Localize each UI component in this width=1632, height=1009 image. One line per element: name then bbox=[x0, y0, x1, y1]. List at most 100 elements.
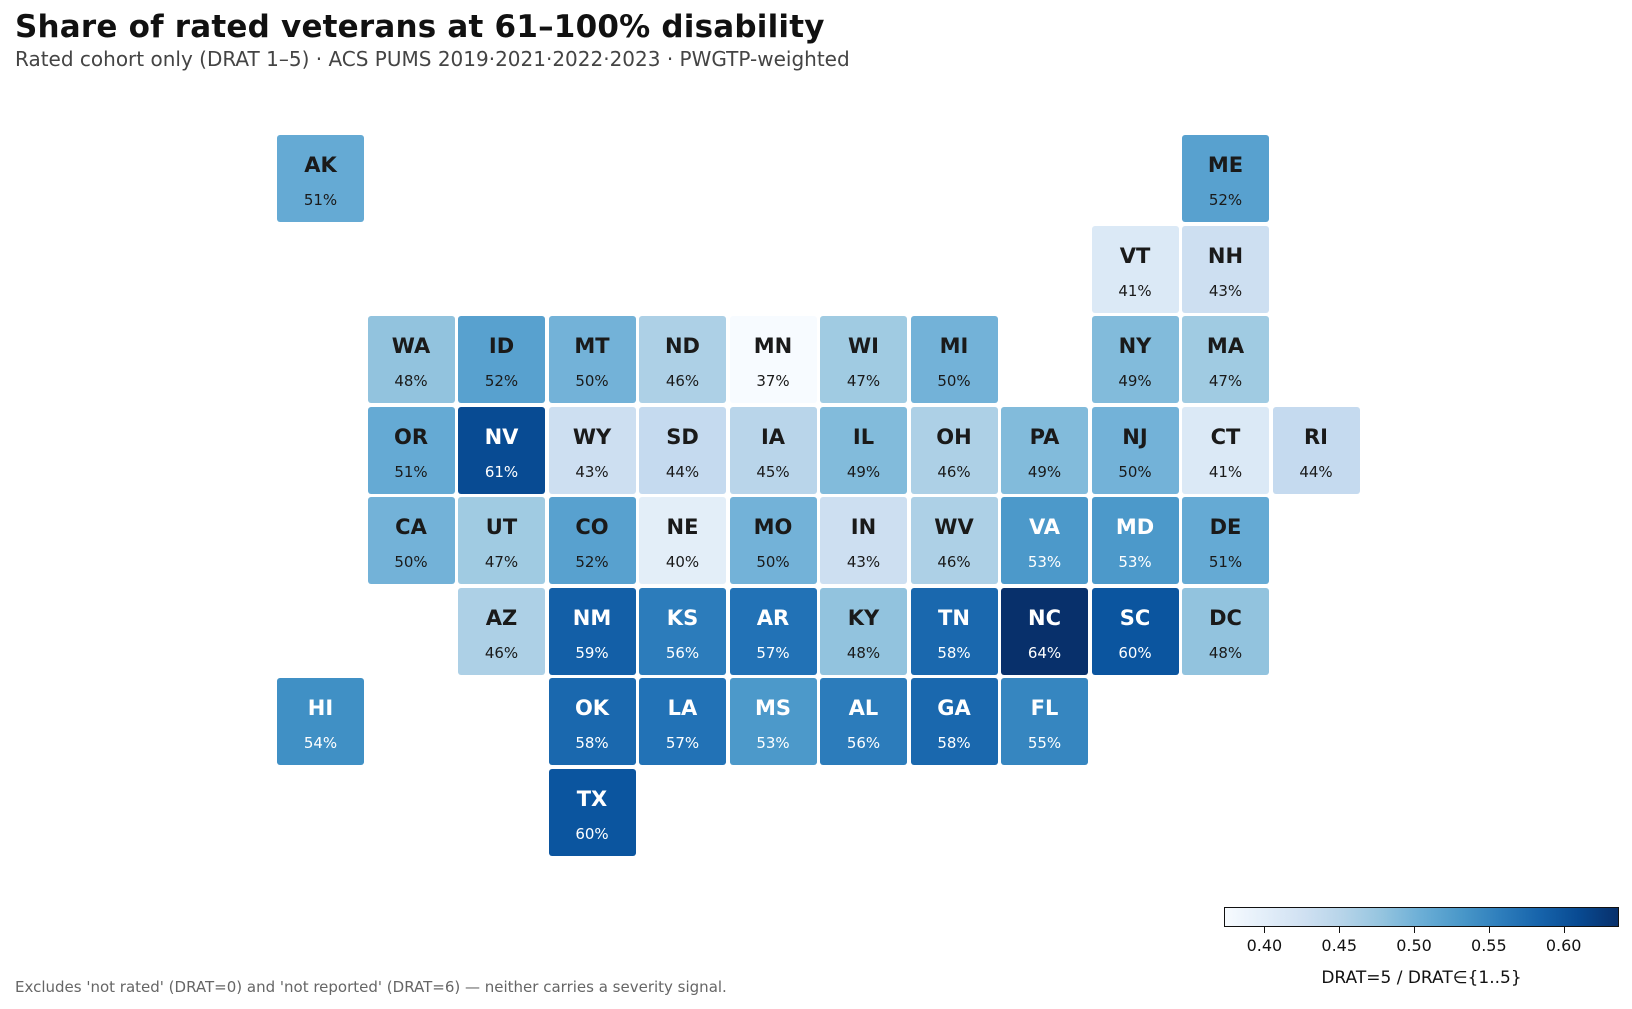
state-pct: 47% bbox=[1208, 372, 1243, 390]
state-tile-ca: CA 50% bbox=[367, 497, 455, 584]
colorbar-tick-mark bbox=[1414, 927, 1416, 933]
colorbar-tick-label: 0.55 bbox=[1471, 936, 1507, 955]
state-abbr: MO bbox=[753, 515, 793, 539]
state-pct: 56% bbox=[846, 734, 881, 752]
state-abbr: AL bbox=[848, 696, 879, 720]
chart-subtitle: Rated cohort only (DRAT 1–5) · ACS PUMS … bbox=[15, 47, 850, 71]
state-pct: 43% bbox=[1208, 281, 1243, 300]
state-pct: 44% bbox=[665, 462, 700, 481]
state-pct: 44% bbox=[1299, 462, 1333, 481]
state-abbr: NC bbox=[1028, 605, 1061, 630]
state-tile-il: IL 49% bbox=[820, 406, 907, 494]
state-abbr: ME bbox=[1207, 153, 1244, 177]
state-pct: 52% bbox=[575, 553, 609, 571]
state-tile-tn: TN 58% bbox=[910, 587, 998, 675]
state-pct: 50% bbox=[575, 372, 609, 390]
state-tile-ia: IA 45% bbox=[729, 406, 817, 494]
state-pct: 48% bbox=[846, 643, 881, 662]
state-abbr: AZ bbox=[485, 605, 518, 630]
state-pct: 41% bbox=[1118, 281, 1152, 300]
state-pct: 53% bbox=[756, 734, 790, 752]
state-tile-ut: UT 47% bbox=[458, 497, 545, 584]
state-pct: 61% bbox=[484, 462, 519, 481]
state-pct: 51% bbox=[303, 191, 338, 209]
colorbar-label: DRAT=5 / DRAT∈{1..5} bbox=[1321, 968, 1522, 988]
state-pct: 58% bbox=[937, 643, 971, 662]
state-abbr: KY bbox=[847, 605, 880, 630]
state-tile-ny: NY 49% bbox=[1091, 316, 1179, 403]
state-tile-fl: FL 55% bbox=[1001, 678, 1088, 765]
state-abbr: CT bbox=[1210, 424, 1241, 449]
state-pct: 58% bbox=[937, 734, 971, 752]
state-tile-tx: TX 60% bbox=[548, 768, 636, 856]
state-pct: 64% bbox=[1027, 643, 1062, 662]
state-abbr: WA bbox=[391, 334, 431, 358]
state-pct: 50% bbox=[1118, 462, 1152, 481]
state-tile-ct: CT 41% bbox=[1182, 406, 1269, 494]
state-pct: 58% bbox=[575, 734, 609, 752]
state-tile-wy: WY 43% bbox=[548, 406, 636, 494]
state-tile-la: LA 57% bbox=[639, 678, 726, 765]
state-pct: 40% bbox=[665, 553, 700, 571]
colorbar-tick-mark bbox=[1264, 927, 1266, 933]
state-abbr: ID bbox=[488, 334, 515, 358]
state-abbr: OH bbox=[936, 424, 972, 449]
state-tile-sc: SC 60% bbox=[1091, 587, 1179, 675]
state-pct: 48% bbox=[394, 372, 428, 390]
state-abbr: MD bbox=[1115, 515, 1155, 539]
state-pct: 50% bbox=[756, 553, 790, 571]
state-abbr: LA bbox=[667, 696, 698, 720]
state-tile-ma: MA 47% bbox=[1182, 316, 1269, 403]
colorbar-tick-mark bbox=[1563, 927, 1565, 933]
colorbar-tick-label: 0.50 bbox=[1396, 936, 1432, 955]
state-abbr: NH bbox=[1207, 243, 1244, 268]
state-tile-al: AL 56% bbox=[820, 678, 907, 765]
state-abbr: NM bbox=[572, 605, 612, 630]
state-abbr: CA bbox=[395, 515, 427, 539]
colorbar-tick-mark bbox=[1339, 927, 1341, 933]
state-abbr: WV bbox=[934, 515, 974, 539]
state-tile-ak: AK 51% bbox=[277, 135, 364, 222]
state-tile-nj: NJ 50% bbox=[1091, 406, 1179, 494]
state-pct: 52% bbox=[1208, 191, 1243, 209]
state-tile-mt: MT 50% bbox=[548, 316, 636, 403]
state-tile-wi: WI 47% bbox=[820, 316, 907, 403]
state-abbr: NJ bbox=[1122, 424, 1148, 449]
state-tile-nv: NV 61% bbox=[458, 406, 545, 494]
state-pct: 47% bbox=[484, 553, 519, 571]
state-tile-mo: MO 50% bbox=[729, 497, 817, 584]
state-tile-nd: ND 46% bbox=[639, 316, 726, 403]
state-abbr: OR bbox=[393, 424, 429, 449]
colorbar bbox=[1224, 907, 1619, 927]
state-pct: 46% bbox=[937, 462, 971, 481]
state-abbr: DE bbox=[1209, 515, 1242, 539]
state-pct: 49% bbox=[846, 462, 881, 481]
state-tile-mn: MN 37% bbox=[729, 316, 817, 403]
state-abbr: KS bbox=[666, 605, 699, 630]
state-tile-wv: WV 46% bbox=[910, 497, 998, 584]
state-tile-sd: SD 44% bbox=[639, 406, 726, 494]
state-abbr: PA bbox=[1029, 424, 1060, 449]
state-pct: 60% bbox=[575, 824, 609, 843]
state-tile-or: OR 51% bbox=[367, 406, 455, 494]
state-pct: 46% bbox=[484, 643, 519, 662]
state-abbr: SC bbox=[1119, 605, 1151, 630]
state-tile-mi: MI 50% bbox=[910, 316, 998, 403]
state-pct: 54% bbox=[303, 734, 338, 752]
colorbar-tick-mark bbox=[1488, 927, 1490, 933]
state-tile-ky: KY 48% bbox=[820, 587, 907, 675]
state-tile-ar: AR 57% bbox=[729, 587, 817, 675]
state-pct: 47% bbox=[846, 372, 881, 390]
state-pct: 60% bbox=[1118, 643, 1152, 662]
state-abbr: GA bbox=[937, 696, 971, 720]
footnote: Excludes 'not rated' (DRAT=0) and 'not r… bbox=[15, 978, 727, 996]
state-abbr: NY bbox=[1118, 334, 1152, 358]
state-abbr: FL bbox=[1030, 696, 1059, 720]
state-pct: 59% bbox=[575, 643, 609, 662]
state-pct: 43% bbox=[575, 462, 609, 481]
state-pct: 56% bbox=[665, 643, 700, 662]
state-tile-in: IN 43% bbox=[820, 497, 907, 584]
state-tile-ks: KS 56% bbox=[639, 587, 726, 675]
state-abbr: MT bbox=[574, 334, 610, 358]
